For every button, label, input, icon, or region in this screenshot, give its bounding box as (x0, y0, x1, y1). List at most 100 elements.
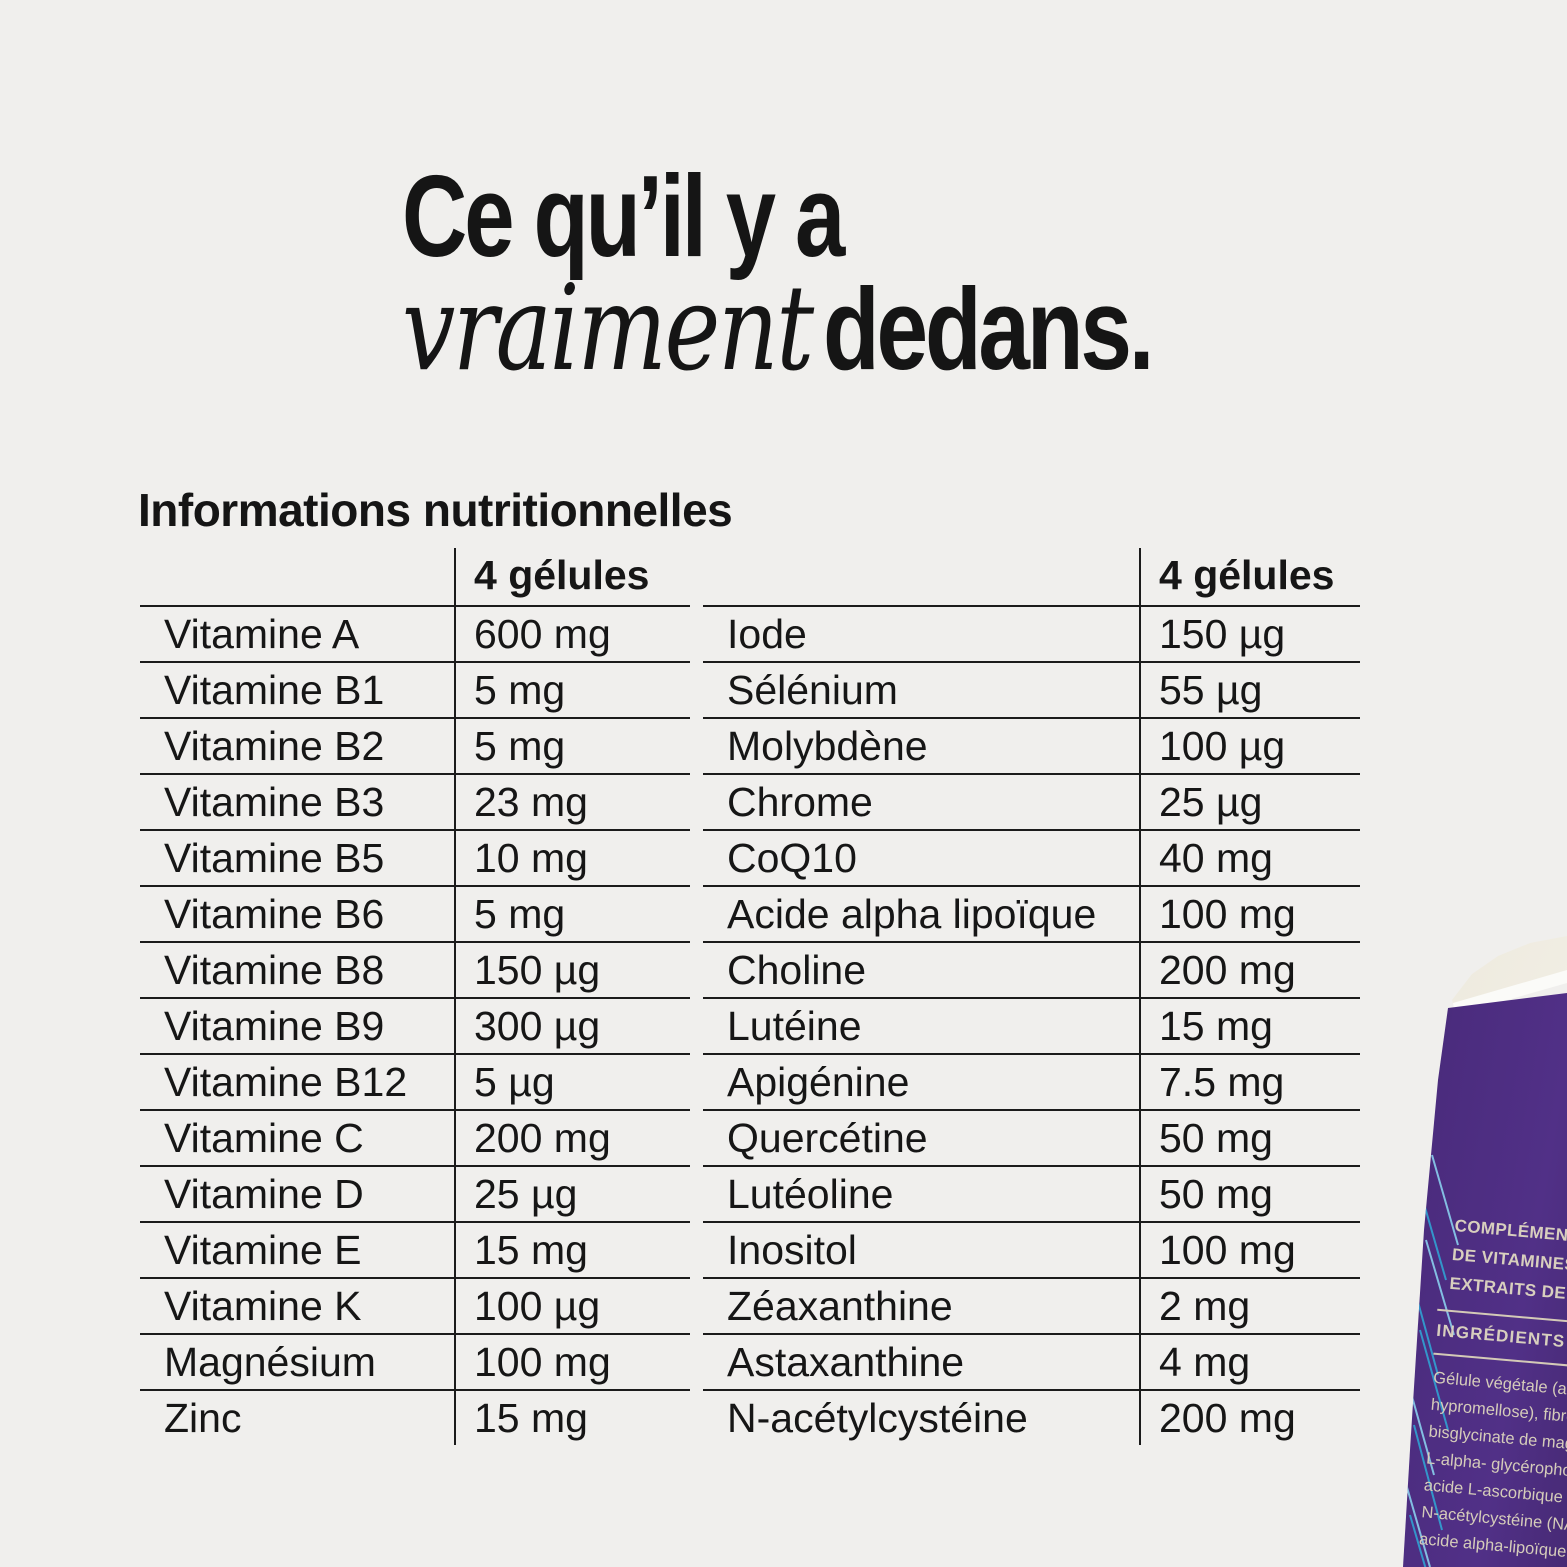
table-header-row: 4 gélules (140, 548, 690, 606)
table-row: Vitamine D 25 µg (140, 1165, 690, 1222)
ingredients-text: Gélule végétale (agent hypromellose), fib… (1418, 1365, 1567, 1567)
nutrient-value: 100 µg (1139, 717, 1360, 774)
nutrient-name: Vitamine E (140, 1221, 455, 1278)
table-row: Apigénine 7.5 mg (703, 1053, 1360, 1110)
table-row: Vitamine B5 10 mg (140, 829, 690, 886)
nutrient-value: 100 mg (1139, 1221, 1360, 1278)
nutrient-value: 4 mg (1139, 1333, 1360, 1390)
table-row: Vitamine B3 23 mg (140, 773, 690, 830)
nutrient-name: Zéaxanthine (703, 1277, 1140, 1334)
table-row: Lutéoline 50 mg (703, 1165, 1360, 1222)
table-row: Vitamine B12 5 µg (140, 1053, 690, 1110)
table-row: Vitamine A 600 mg (140, 605, 690, 662)
package-claims: COMPLÉMENT ADE VITAMINES, MEXTRAITS DE P… (1436, 1210, 1567, 1311)
header-empty-cell (140, 548, 455, 606)
header-empty-cell (703, 548, 1140, 606)
ingredients-heading: INGRÉDIENTS (1435, 1320, 1567, 1352)
nutrient-name: N-acétylcystéine (703, 1389, 1140, 1445)
nutrient-value: 2 mg (1139, 1277, 1360, 1334)
nutrient-name: Vitamine B8 (140, 941, 455, 998)
nutrient-name: Lutéoline (703, 1165, 1140, 1222)
nutrient-value: 10 mg (454, 829, 690, 886)
nutrient-value: 25 µg (1139, 773, 1360, 830)
nutrient-value: 5 mg (454, 885, 690, 942)
table-row: Inositol 100 mg (703, 1221, 1360, 1278)
table-row: Zéaxanthine 2 mg (703, 1277, 1360, 1334)
title-line-2: vraimentdedans. (402, 269, 1155, 421)
nutrition-tables: 4 gélules Vitamine A 600 mg Vitamine B1 5 m… (140, 548, 1360, 1445)
nutrient-value: 100 mg (1139, 885, 1360, 942)
nutrient-name: Acide alpha lipoïque (703, 885, 1140, 942)
table-row: Magnésium 100 mg (140, 1333, 690, 1390)
title-line-1: Ce qu’il y a (402, 151, 845, 281)
nutrient-name: Lutéine (703, 997, 1140, 1054)
nutrient-value: 40 mg (1139, 829, 1360, 886)
nutrient-name: Vitamine B3 (140, 773, 455, 830)
table-row: Vitamine B9 300 µg (140, 997, 690, 1054)
nutrient-value: 200 mg (454, 1109, 690, 1166)
nutrient-name: Vitamine B9 (140, 997, 455, 1054)
table-row: Acide alpha lipoïque 100 mg (703, 885, 1360, 942)
nutrient-value: 50 mg (1139, 1165, 1360, 1222)
header-dose-cell: 4 gélules (454, 548, 690, 606)
table-row: Vitamine E 15 mg (140, 1221, 690, 1278)
table-row: Quercétine 50 mg (703, 1109, 1360, 1166)
table-row: Choline 200 mg (703, 941, 1360, 998)
page-title: Ce qu’il y a vraimentdedans. (402, 151, 1339, 421)
table-row: Astaxanthine 4 mg (703, 1333, 1360, 1390)
table-row: Chrome 25 µg (703, 773, 1360, 830)
nutrient-name: Vitamine B5 (140, 829, 455, 886)
table-row: CoQ10 40 mg (703, 829, 1360, 886)
table-row: Zinc 15 mg (140, 1389, 690, 1445)
nutrient-value: 7.5 mg (1139, 1053, 1360, 1110)
nutrient-name: Vitamine B1 (140, 661, 455, 718)
nutrient-value: 100 µg (454, 1277, 690, 1334)
nutrient-value: 200 mg (1139, 941, 1360, 998)
table-row: Vitamine K 100 µg (140, 1277, 690, 1334)
nutrient-value: 25 µg (454, 1165, 690, 1222)
title-word-italic: vraiment (402, 259, 814, 397)
nutrient-name: Chrome (703, 773, 1140, 830)
table-row: Vitamine B2 5 mg (140, 717, 690, 774)
nutrient-name: Vitamine K (140, 1277, 455, 1334)
nutrient-value: 5 mg (454, 661, 690, 718)
table-row: Vitamine B8 150 µg (140, 941, 690, 998)
nutrient-name: Inositol (703, 1221, 1140, 1278)
nutrient-value: 200 mg (1139, 1389, 1360, 1445)
nutrient-name: Quercétine (703, 1109, 1140, 1166)
nutrient-name: Astaxanthine (703, 1333, 1140, 1390)
header-dose-cell: 4 gélules (1139, 548, 1360, 606)
nutrient-value: 600 mg (454, 605, 690, 662)
nutrient-value: 15 mg (1139, 997, 1360, 1054)
nutrient-name: Vitamine C (140, 1109, 455, 1166)
nutrient-value: 50 mg (1139, 1109, 1360, 1166)
table-row: Iode 150 µg (703, 605, 1360, 662)
nutrient-name: Sélénium (703, 661, 1140, 718)
nutrition-table-vitamins: 4 gélules Vitamine A 600 mg Vitamine B1 5 m… (140, 548, 690, 1445)
nutrient-value: 55 µg (1139, 661, 1360, 718)
label-divider (1433, 1352, 1567, 1367)
title-word-bold: dedans. (823, 264, 1154, 394)
nutrient-name: Apigénine (703, 1053, 1140, 1110)
nutrient-name: Choline (703, 941, 1140, 998)
table-header-row: 4 gélules (703, 548, 1360, 606)
nutrient-value: 100 mg (454, 1333, 690, 1390)
nutrient-name: Vitamine B6 (140, 885, 455, 942)
nutrient-name: Magnésium (140, 1333, 455, 1390)
nutrient-name: Vitamine D (140, 1165, 455, 1222)
nutrient-value: 300 µg (454, 997, 690, 1054)
table-row: Vitamine B6 5 mg (140, 885, 690, 942)
label-divider (1437, 1308, 1567, 1323)
nutrient-value: 150 µg (1139, 605, 1360, 662)
nutrient-value: 5 µg (454, 1053, 690, 1110)
nutrient-value: 15 mg (454, 1221, 690, 1278)
nutrition-table-minerals-actives: 4 gélules Iode 150 µg Sélénium 55 µg Molybdè… (703, 548, 1360, 1445)
nutrient-name: Zinc (140, 1389, 455, 1445)
nutrient-name: Vitamine B2 (140, 717, 455, 774)
package-body: COMPLÉMENT ADE VITAMINES, MEXTRAITS DE P… (1403, 993, 1567, 1567)
nutrient-value: 23 mg (454, 773, 690, 830)
nutrient-name: Vitamine A (140, 605, 455, 662)
nutrient-name: Vitamine B12 (140, 1053, 455, 1110)
product-package: COMPLÉMENT ADE VITAMINES, MEXTRAITS DE P… (1380, 930, 1567, 1567)
